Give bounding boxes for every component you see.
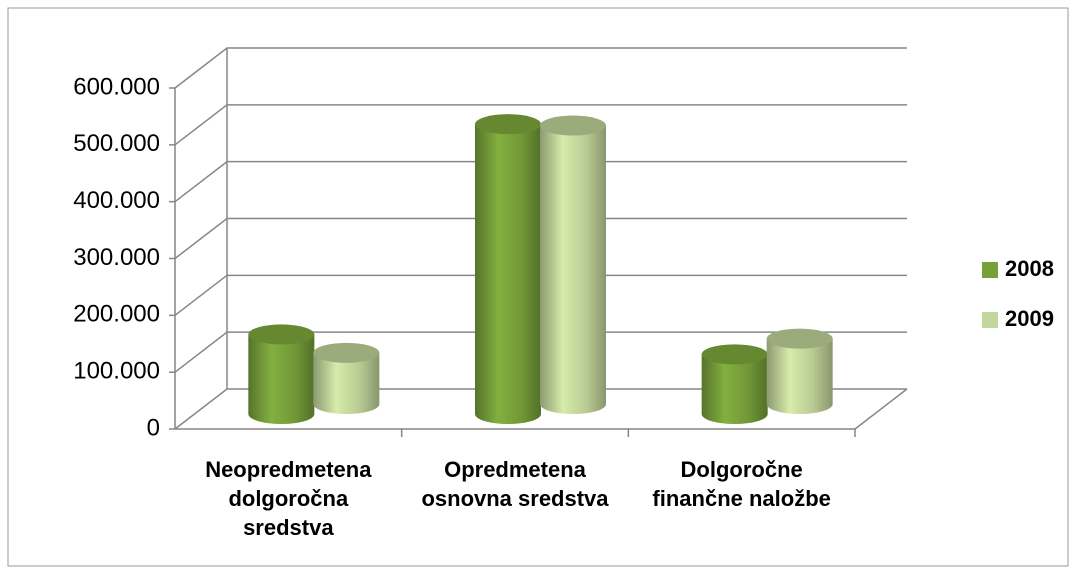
y-tick-label: 300.000 bbox=[73, 244, 160, 271]
cylinder-top bbox=[475, 114, 541, 135]
cylinder-top bbox=[248, 324, 315, 345]
grid-line bbox=[174, 274, 907, 316]
grid-line bbox=[174, 217, 907, 260]
y-tick-label: 600.000 bbox=[73, 73, 160, 100]
cylinder bbox=[475, 124, 541, 425]
chart-border bbox=[7, 7, 1069, 567]
grid-line bbox=[174, 104, 907, 146]
cylinder bbox=[540, 125, 606, 415]
y-tick-label: 500.000 bbox=[73, 130, 160, 157]
cylinder bbox=[766, 338, 833, 414]
x-tick-label: Opredmetena osnovna sredstva bbox=[421, 457, 609, 511]
cylinder-top bbox=[540, 115, 606, 136]
cylinder-top bbox=[313, 342, 380, 363]
y-tick-label: 0 bbox=[147, 414, 160, 441]
cylinder bbox=[248, 334, 315, 424]
grid-line bbox=[174, 47, 907, 89]
cylinder-top bbox=[766, 328, 833, 349]
cylinder-top bbox=[701, 344, 768, 365]
legend-label: 2008 bbox=[1005, 256, 1054, 281]
grid-line bbox=[174, 388, 907, 430]
y-tick-label: 400.000 bbox=[73, 187, 160, 214]
floor-edge bbox=[854, 388, 908, 430]
cylinder bbox=[313, 352, 380, 414]
grid-line bbox=[174, 160, 907, 203]
x-tick-label: Dolgoročne finančne naložbe bbox=[652, 457, 831, 511]
grid-line bbox=[174, 331, 907, 373]
cylinder bbox=[701, 354, 768, 424]
y-tick-label: 200.000 bbox=[73, 301, 160, 328]
y-tick-label: 100.000 bbox=[73, 358, 160, 385]
legend-swatch bbox=[982, 262, 998, 278]
legend-label: 2009 bbox=[1005, 306, 1054, 331]
legend-swatch bbox=[982, 312, 998, 328]
x-tick-label: Neopredmetena dolgoročna sredstva bbox=[205, 457, 372, 540]
